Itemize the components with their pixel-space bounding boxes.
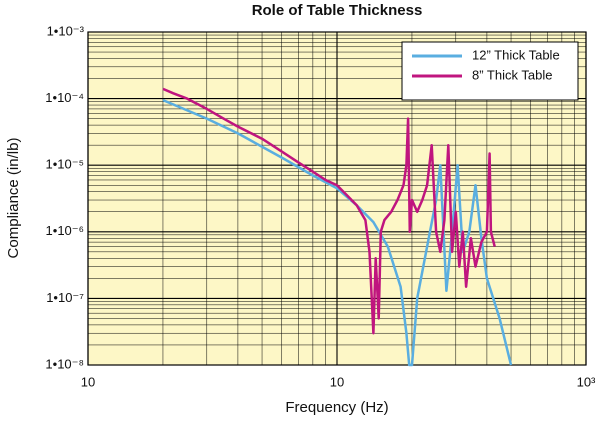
y-tick-label: 1•10⁻⁵ <box>46 157 85 172</box>
x-tick-label: 10 <box>330 374 344 389</box>
series-line <box>162 98 513 367</box>
x-tick-label: 10³ <box>577 374 596 389</box>
series-line <box>162 87 496 335</box>
y-tick-label: 1•10⁻⁶ <box>46 223 84 238</box>
y-tick-label: 1•10⁻⁸ <box>45 356 84 371</box>
y-tick-label: 1•10⁻⁷ <box>46 290 84 305</box>
chart-title: Role of Table Thickness <box>252 2 423 19</box>
y-axis-label: Compliance (in/lb) <box>5 138 22 259</box>
legend-label: 8” Thick Table <box>472 67 552 82</box>
legend-label: 12” Thick Table <box>472 47 560 62</box>
y-tick-label: 1•10⁻³ <box>47 23 85 38</box>
x-axis-label: Frequency (Hz) <box>285 399 388 416</box>
y-tick-label: 1•10⁻⁴ <box>45 90 84 105</box>
legend-box <box>401 41 579 101</box>
x-tick-label: 10 <box>81 374 95 389</box>
